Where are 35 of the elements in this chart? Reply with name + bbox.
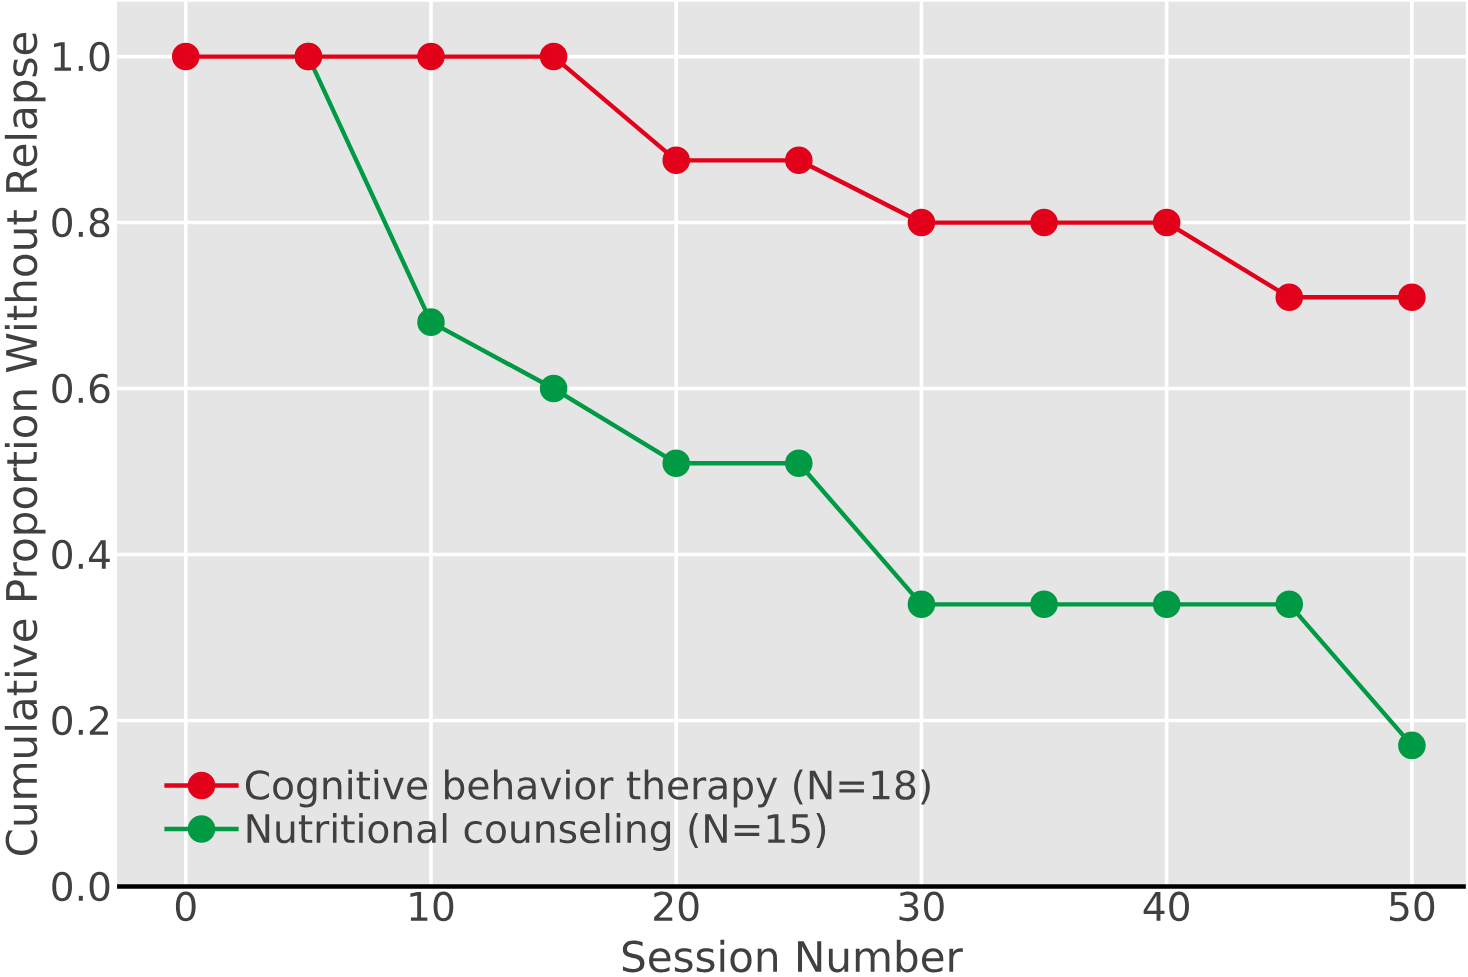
point xyxy=(662,146,690,174)
point xyxy=(1152,208,1181,237)
x-tick-label: 10 xyxy=(410,891,454,922)
point xyxy=(785,449,813,477)
point xyxy=(417,308,445,336)
y-tick-label: 0.2 xyxy=(52,705,109,736)
point xyxy=(171,42,200,71)
point xyxy=(1398,731,1426,760)
x-axis-title: Session Number xyxy=(622,939,963,973)
point xyxy=(1275,590,1304,618)
point xyxy=(907,590,936,618)
x-tick-label: 30 xyxy=(899,891,944,922)
point xyxy=(417,42,445,71)
y-tick-label: 0.0 xyxy=(52,871,110,902)
point xyxy=(907,208,936,237)
y-tick-label: 0.4 xyxy=(52,539,110,570)
point xyxy=(539,374,568,403)
point xyxy=(1275,283,1304,311)
point xyxy=(662,449,690,477)
point xyxy=(1398,283,1426,311)
point xyxy=(785,146,813,174)
y-tick-label: 1.0 xyxy=(53,41,110,72)
x-tick-label: 40 xyxy=(1143,891,1189,922)
legend-label: Nutritional counseling (N=15) xyxy=(247,812,826,851)
y-tick-label: 0.6 xyxy=(52,373,110,404)
legend-label: Cognitive behavior therapy (N=18) xyxy=(245,769,930,808)
point xyxy=(1152,590,1181,618)
x-tick-label: 20 xyxy=(654,891,699,922)
x-tick-label: 0 xyxy=(175,891,196,922)
y-axis-title: Cumulative Proportion Without Relapse xyxy=(4,32,46,855)
point xyxy=(539,42,568,71)
point xyxy=(1030,208,1058,237)
x-tick-label: 50 xyxy=(1390,891,1435,922)
y-tick-label: 0.8 xyxy=(52,207,110,238)
point xyxy=(1030,590,1058,618)
